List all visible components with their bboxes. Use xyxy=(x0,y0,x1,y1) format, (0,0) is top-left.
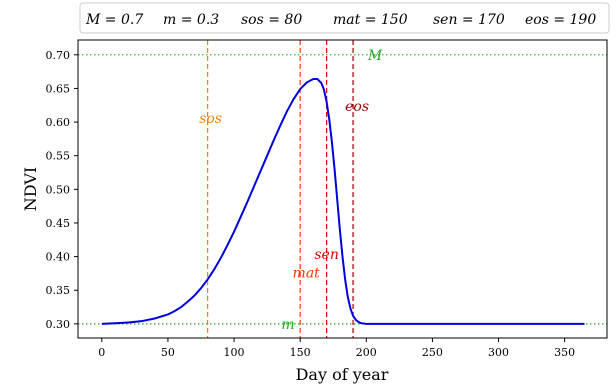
x-tick-label-200: 200 xyxy=(356,346,377,359)
x-tick-label-100: 100 xyxy=(224,346,245,359)
x-axis-label: Day of year xyxy=(296,365,389,384)
axes-frame xyxy=(77,39,608,339)
legend-entry-mat: mat = 150 xyxy=(333,12,408,28)
x-tick-label-350: 350 xyxy=(554,346,575,359)
hline-label-m: m xyxy=(281,317,294,333)
x-tick-label-250: 250 xyxy=(422,346,443,359)
x-tick-label-50: 50 xyxy=(161,346,175,359)
legend-entry-sos: sos = 80 xyxy=(241,12,302,28)
x-axis: 0 50 100 150 200 250 300 350 xyxy=(98,338,575,359)
hline-label-M: M xyxy=(367,48,383,64)
legend: M = 0.7 m = 0.3 sos = 80 mat = 150 sen =… xyxy=(79,2,610,34)
legend-box xyxy=(79,2,610,34)
legend-entry-M: M = 0.7 xyxy=(85,12,143,28)
y-tick-label-5: 0.55 xyxy=(46,150,71,163)
y-axis: 0.30 0.35 0.40 0.45 0.50 0.55 0.60 0.65 0.70 xyxy=(46,49,78,331)
y-tick-label-8: 0.70 xyxy=(46,49,71,62)
chart-marks: Mm sos mat sen eos xyxy=(78,40,607,338)
x-tick-label-0: 0 xyxy=(98,346,105,359)
y-tick-label-0: 0.30 xyxy=(46,318,71,331)
x-tick-label-150: 150 xyxy=(290,346,311,359)
legend-entry-m: m = 0.3 xyxy=(163,12,219,28)
legend-entry-sen: sen = 170 xyxy=(433,12,505,28)
y-tick-label-6: 0.60 xyxy=(46,116,71,129)
y-tick-label-2: 0.40 xyxy=(46,251,71,264)
y-tick-label-7: 0.65 xyxy=(46,82,71,95)
y-tick-label-1: 0.35 xyxy=(46,284,71,297)
vline-label-mat: mat xyxy=(293,266,321,282)
vline-label-sos: sos xyxy=(199,111,222,127)
y-tick-label-4: 0.50 xyxy=(46,183,71,196)
x-tick-label-300: 300 xyxy=(488,346,509,359)
series-line-0 xyxy=(101,78,585,325)
legend-entry-eos: eos = 190 xyxy=(525,12,596,28)
vline-label-eos: eos xyxy=(345,99,369,115)
y-tick-label-3: 0.45 xyxy=(46,217,71,230)
y-axis-label: NDVI xyxy=(21,167,40,211)
vline-label-sen: sen xyxy=(314,247,339,263)
